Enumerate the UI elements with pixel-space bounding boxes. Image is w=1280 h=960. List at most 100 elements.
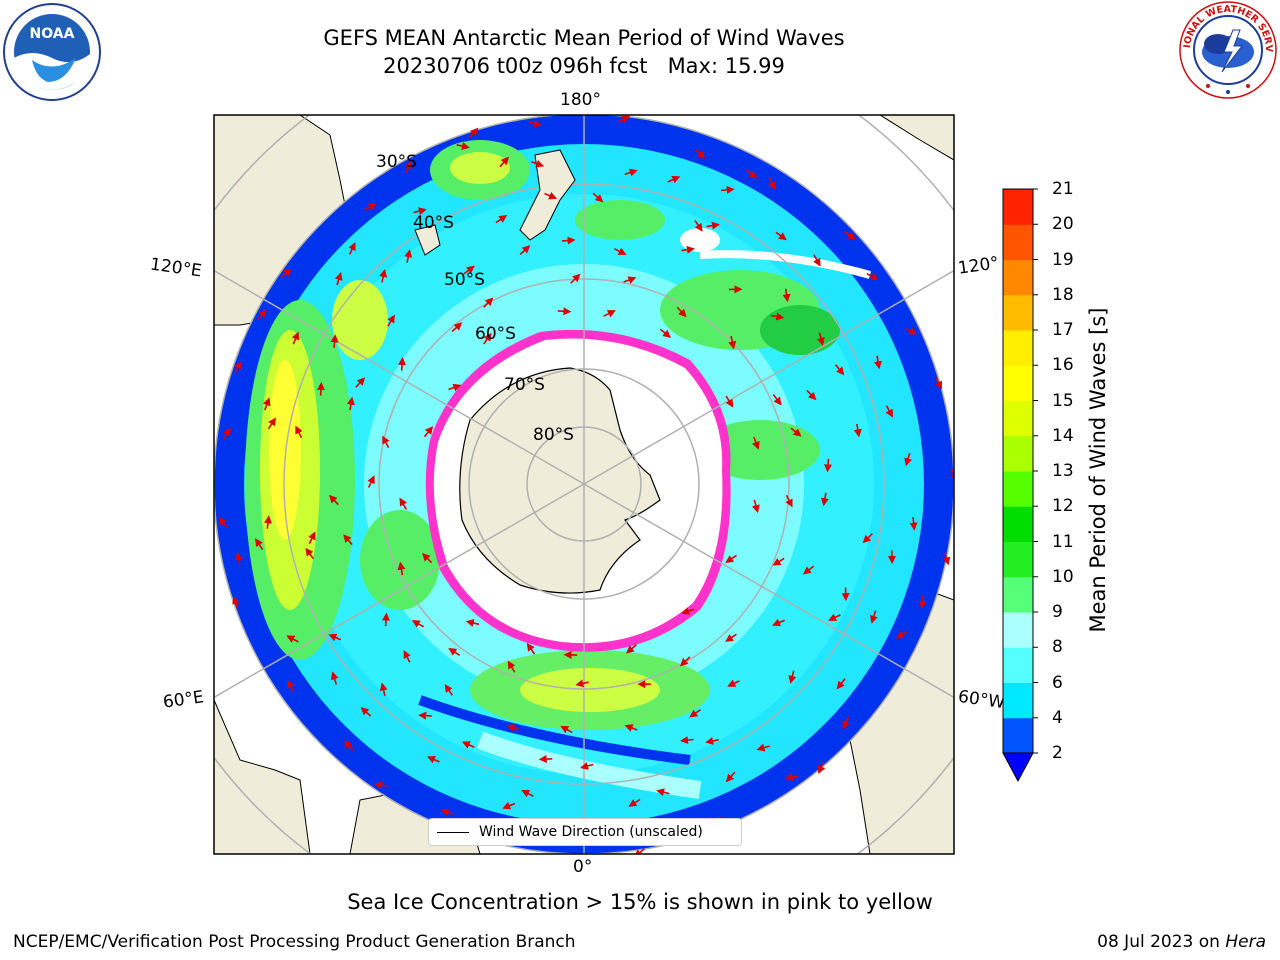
wind-wave-arrow [785,494,793,508]
wind-wave-arrow [397,561,406,576]
colorbar-segment [1003,330,1033,366]
wind-wave-arrow [934,376,943,390]
wind-wave-arrow [367,475,375,488]
wind-wave-arrow [557,307,572,316]
wind-wave-arrow [728,335,737,350]
wind-wave-arrow [820,492,829,507]
colorbar-tick-label: 21 [1052,179,1074,199]
wind-wave-arrow [411,620,425,628]
colorbar-tick-label: 10 [1052,566,1074,587]
wind-wave-arrow [538,755,553,764]
wind-wave-arrow [575,679,589,688]
wind-wave-arrow [904,327,918,335]
wind-wave-arrow [770,312,785,321]
wind-wave-arrow [463,265,475,275]
wind-wave-arrow [440,808,454,817]
colorbar-label: Mean Period of Wind Waves [s] [1086,307,1110,633]
wind-wave-arrow [387,314,395,327]
map-frame [213,114,955,855]
colorbar-segment [1003,294,1033,331]
wind-wave-arrow [426,755,440,764]
wind-wave-arrow [287,679,295,693]
wind-wave-arrow [681,607,695,615]
wind-wave-arrows [218,115,954,854]
wind-wave-arrow [681,245,695,254]
wind-wave-arrow [234,551,243,566]
wind-wave-arrow [909,516,918,531]
wind-wave-arrow [360,707,372,717]
footer-producer: NCEP/EMC/Verification Post Processing Pr… [13,932,576,952]
colorbar-segment [1003,682,1033,719]
wind-wave-arrow [234,360,242,374]
wind-wave-arrow [382,612,391,627]
wind-wave-arrow [521,789,534,798]
lat-label-40s: 40°S [413,213,454,233]
lat-label-70s: 70°S [504,375,545,395]
colorbar-segment [1003,647,1033,683]
wind-wave-arrow [560,725,573,734]
wind-wave-arrow [942,552,951,566]
chart-subtitle: 20230706 t00z 096h fcst Max: 15.99 [383,54,785,78]
wind-wave-arrow [802,565,815,575]
wind-wave-arrow [255,538,264,550]
wind-wave-arrow [344,740,354,751]
colorbar-tick-label: 19 [1052,249,1074,270]
colorbar-tick-label: 15 [1052,390,1074,411]
wind-wave-arrow [842,716,850,730]
wind-wave-arrow [328,633,342,642]
colorbar [1002,188,1038,783]
wind-wave-arrow [468,127,479,139]
wind-wave-arrow [232,595,240,609]
colorbar-tick-label: 14 [1052,425,1074,446]
colorbar-segment [1003,506,1033,542]
nws-logo: NATIONAL WEATHER SERVICE [1178,0,1277,99]
wind-wave-arrow [667,175,681,184]
wind-wave-arrow [844,231,856,240]
noaa-logo-text: NOAA [30,26,75,42]
wind-wave-arrow [456,142,470,150]
colorbar-tick-label: 12 [1052,496,1074,517]
wind-wave-arrow [448,383,462,392]
wind-wave-arrow [592,192,604,203]
colorbar-segment [1003,717,1033,754]
wind-wave-arrow [291,331,300,345]
wind-wave-arrow [286,635,299,643]
wind-wave-arrow [330,334,339,348]
wind-wave-arrow [526,642,536,655]
wind-wave-arrow [834,364,845,376]
wind-wave-arrow [495,215,508,224]
colorbar-tick-label: 8 [1052,637,1063,658]
wind-wave-arrow [756,743,770,752]
wind-wave-arrow [295,425,303,439]
wind-wave-arrow [828,613,841,621]
wind-wave-arrow [329,494,339,506]
wind-wave-arrow [950,468,954,481]
colorbar-under-arrow [1002,752,1034,783]
wind-wave-arrow [624,724,638,732]
wind-wave-arrow [918,595,927,609]
wind-wave-arrow [461,741,475,749]
footer-host: Hera [1225,932,1266,952]
wind-wave-arrow [676,306,687,318]
colorbar-tick-label: 18 [1052,284,1074,305]
wind-wave-arrow [904,452,912,467]
wind-wave-arrow [316,382,325,396]
wind-wave-arrow [746,169,758,179]
wind-wave-arrow [334,272,343,286]
wind-wave-arrow [382,435,390,448]
wind-wave-arrow [751,499,760,514]
antarctica [459,367,661,594]
colorbar-segment [1003,224,1033,260]
wind-wave-arrow [705,737,719,745]
wind-wave-arrow [506,724,520,732]
colorbar-tick-label: 13 [1052,461,1074,481]
wind-wave-arrow [874,355,882,370]
wind-wave-arrow [355,377,366,388]
wind-wave-arrow [403,650,411,663]
noaa-logo: NOAA [3,3,101,101]
wind-wave-arrow [885,405,893,418]
wind-wave-arrow [603,310,616,318]
wind-wave-arrow [257,309,268,320]
colorbar-segment [1003,400,1033,437]
wind-wave-arrow [817,332,825,346]
